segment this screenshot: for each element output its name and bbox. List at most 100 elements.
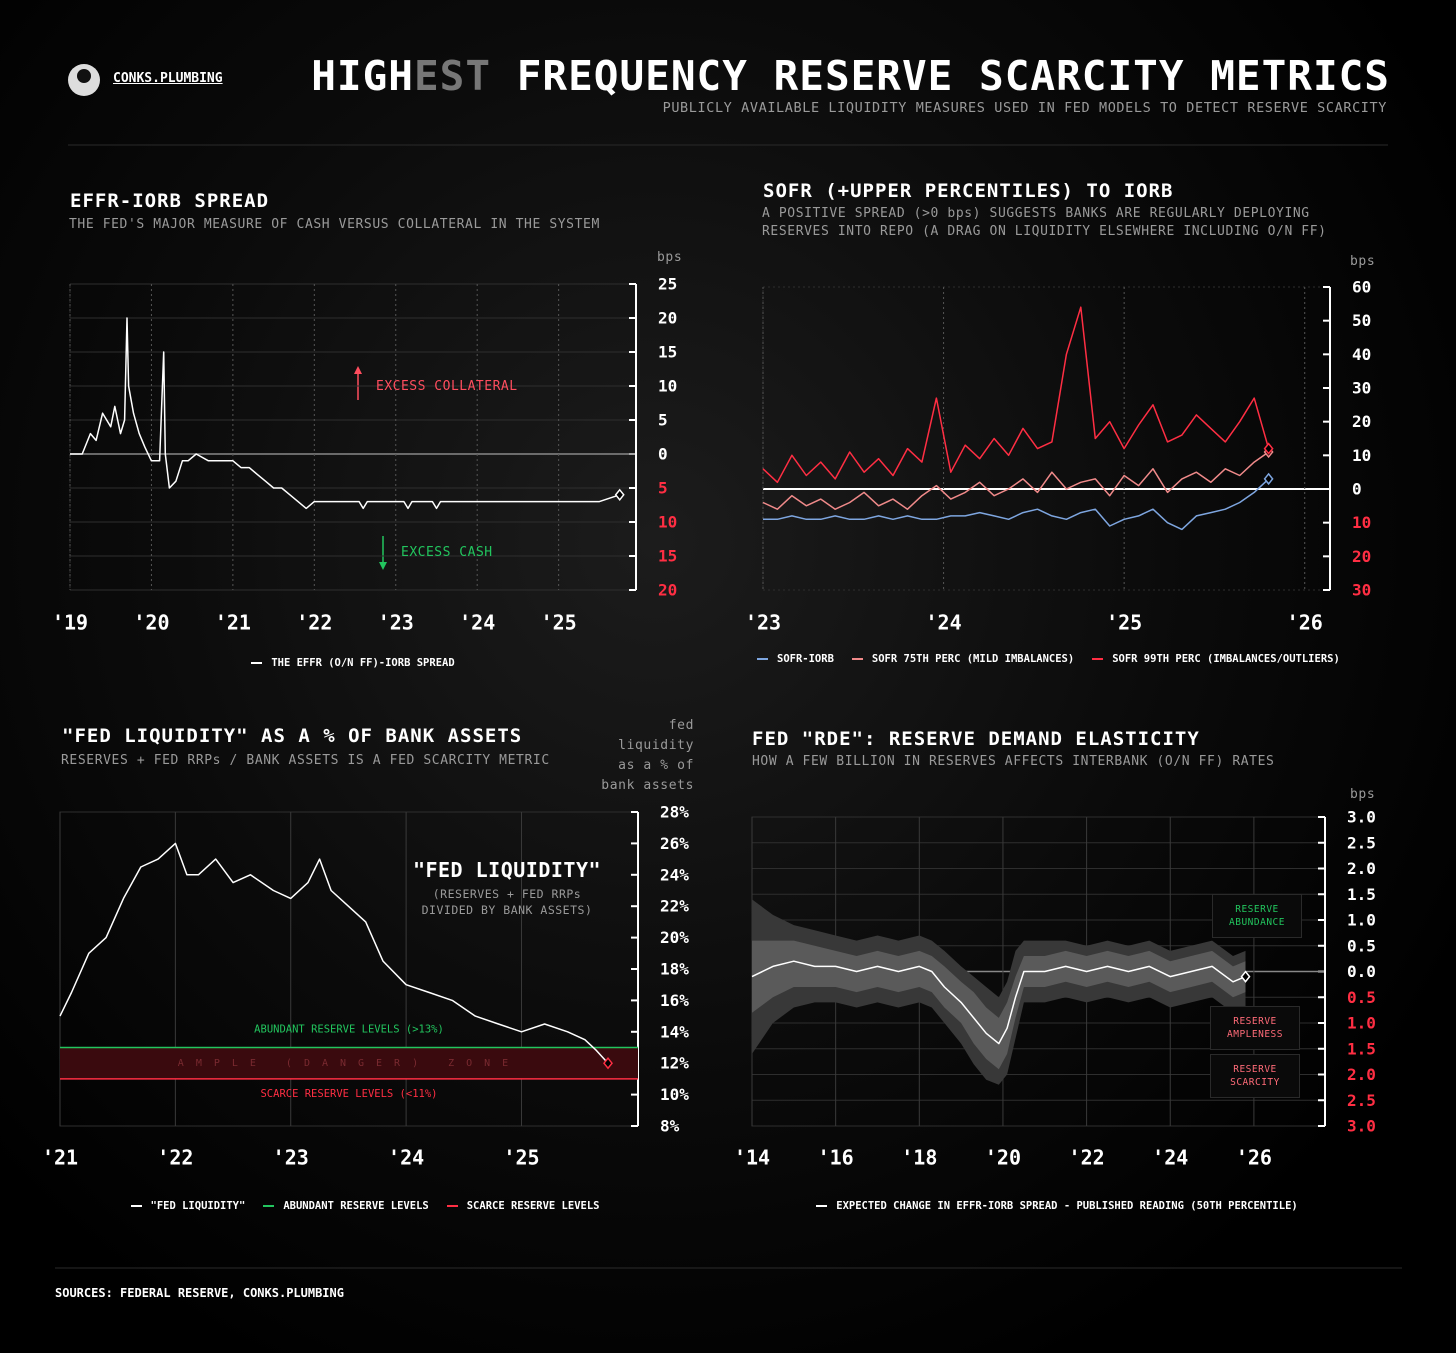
sources: SOURCES: FEDERAL RESERVE, CONKS.PLUMBING <box>55 1286 344 1300</box>
y-tick-label: 16% <box>660 991 689 1010</box>
logo-figure <box>77 69 91 83</box>
legend-swatch <box>816 1205 828 1207</box>
x-tick-label: '19 <box>52 611 88 635</box>
plot-frame <box>762 286 1331 591</box>
x-tick-label: '22 <box>296 611 332 635</box>
legend-label: SOFR 99TH PERC (IMBALANCES/OUTLIERS) <box>1112 653 1340 665</box>
y-tick-label: 1.0 <box>1347 1014 1376 1033</box>
legend: EXPECTED CHANGE IN EFFR-IORB SPREAD - PU… <box>752 1200 1362 1212</box>
legend-swatch <box>263 1205 275 1207</box>
legend-swatch <box>251 662 263 664</box>
chart-title: SOFR (+UPPER PERCENTILES) TO IORB <box>763 180 1174 202</box>
x-tick-label: '24 <box>388 1146 424 1170</box>
chart-title: "FED LIQUIDITY" AS A % OF BANK ASSETS <box>62 725 523 747</box>
y-tick-label: 15 <box>658 343 677 362</box>
x-tick-label: '21 <box>215 611 251 635</box>
arrow-head <box>354 366 362 374</box>
legend-item: "FED LIQUIDITY" <box>130 1200 245 1212</box>
legend-label: SOFR 75TH PERC (MILD IMBALANCES) <box>871 653 1075 665</box>
legend-item: SOFR-IORB <box>757 653 834 665</box>
y-tick-label: 1.5 <box>1347 1039 1376 1058</box>
y-tick-label: 20 <box>1352 547 1371 566</box>
y-tick-label: 1.0 <box>1347 911 1376 930</box>
y-tick-label: 0.5 <box>1347 988 1376 1007</box>
legend-label: EXPECTED CHANGE IN EFFR-IORB SPREAD - PU… <box>836 1200 1298 1212</box>
y-tick-label: 2.0 <box>1347 1065 1376 1084</box>
x-tick-label: '26 <box>1236 1146 1272 1170</box>
y-tick-label: 50 <box>1352 311 1371 330</box>
plot-frame <box>69 283 637 591</box>
legend-item: ABUNDANT RESERVE LEVELS <box>263 1200 429 1212</box>
zone-label: AMPLE (DANGER) ZONE <box>178 1058 520 1069</box>
legend-item: EXPECTED CHANGE IN EFFR-IORB SPREAD - PU… <box>816 1200 1298 1212</box>
annotation: RESERVE SCARCITY <box>1210 1054 1300 1098</box>
x-tick-label: '22 <box>1069 1146 1105 1170</box>
legend-label: SOFR-IORB <box>777 653 834 665</box>
brand: CONKS.PLUMBING <box>113 71 223 86</box>
legend-label: ABUNDANT RESERVE LEVELS <box>283 1200 429 1212</box>
line <box>762 451 1270 510</box>
y-tick-label: 18% <box>660 960 689 979</box>
x-tick-label: '25 <box>503 1146 539 1170</box>
y-label: fed liquidity as a % of bank assets <box>601 718 694 793</box>
annotation: RESERVE ABUNDANCE <box>1212 894 1302 938</box>
x-tick-label: '20 <box>985 1146 1021 1170</box>
legend-item: SOFR 99TH PERC (IMBALANCES/OUTLIERS) <box>1092 653 1340 665</box>
y-tick-label: 10 <box>1352 513 1371 532</box>
chart-subtitle: A POSITIVE SPREAD (>0 bps) SUGGESTS BANK… <box>762 206 1327 239</box>
y-tick-label: 12% <box>660 1054 689 1073</box>
y-tick-label: 2.0 <box>1347 859 1376 878</box>
y-tick-label: 26% <box>660 834 689 853</box>
y-tick-label: 0 <box>1352 480 1362 499</box>
title-part: HIGH <box>311 52 414 100</box>
chart-subtitle: HOW A FEW BILLION IN RESERVES AFFECTS IN… <box>752 754 1275 769</box>
page-subtitle: PUBLICLY AVAILABLE LIQUIDITY MEASURES US… <box>662 100 1387 116</box>
x-tick-label: '16 <box>818 1146 854 1170</box>
x-tick-label: '21 <box>42 1146 78 1170</box>
y-tick-label: 1.5 <box>1347 885 1376 904</box>
y-tick-label: 0 <box>658 445 668 464</box>
page-title: HIGHEST FREQUENCY RESERVE SCARCITY METRI… <box>311 52 1390 100</box>
x-tick-label: '20 <box>133 611 169 635</box>
legend: SOFR-IORB SOFR 75TH PERC (MILD IMBALANCES… <box>757 653 1377 665</box>
line <box>751 960 1246 1045</box>
x-tick-label: '22 <box>157 1146 193 1170</box>
y-tick-label: 20 <box>658 581 677 600</box>
annotation: EXCESS CASH <box>401 545 493 560</box>
line <box>762 306 1270 484</box>
end-marker <box>1240 970 1251 983</box>
chart-title: FED "RDE": RESERVE DEMAND ELASTICITY <box>752 728 1200 750</box>
y-tick-label: 0.0 <box>1347 962 1376 981</box>
y-unit: bps <box>1350 254 1376 269</box>
x-tick-label: '23 <box>273 1146 309 1170</box>
y-tick-label: 3.0 <box>1347 808 1376 827</box>
y-tick-label: 10 <box>1352 446 1371 465</box>
annotation: (RESERVES + FED RRPs DIVIDED BY BANK ASS… <box>421 887 593 917</box>
x-tick-label: '26 <box>1287 611 1323 635</box>
annotation: "FED LIQUIDITY" <box>412 858 602 882</box>
x-tick-label: '25 <box>541 611 577 635</box>
y-tick-label: 24% <box>660 865 689 884</box>
x-tick-label: '18 <box>901 1146 937 1170</box>
reference-label: SCARCE RESERVE LEVELS (<11%) <box>260 1088 437 1100</box>
zone <box>60 1047 638 1079</box>
y-tick-label: 10 <box>658 377 677 396</box>
legend: "FED LIQUIDITY" ABUNDANT RESERVE LEVELS SC… <box>60 1200 670 1212</box>
title-part: FREQUENCY RESERVE SCARCITY METRICS <box>491 52 1390 100</box>
legend-item: THE EFFR (O/N FF)-IORB SPREAD <box>251 657 455 669</box>
legend-swatch <box>1092 658 1104 660</box>
y-tick-label: 10 <box>658 513 677 532</box>
legend-swatch <box>130 1205 142 1207</box>
y-unit: bps <box>657 250 683 265</box>
title-part: EST <box>413 52 492 100</box>
legend-swatch <box>757 658 768 660</box>
end-marker <box>1263 442 1274 455</box>
y-tick-label: 2.5 <box>1347 1091 1376 1110</box>
band <box>752 940 1246 1070</box>
y-tick-label: 3.0 <box>1347 1117 1376 1136</box>
y-tick-label: 0.5 <box>1347 936 1376 955</box>
annotation: EXCESS COLLATERAL <box>376 379 518 394</box>
y-tick-label: 30 <box>1352 581 1371 600</box>
